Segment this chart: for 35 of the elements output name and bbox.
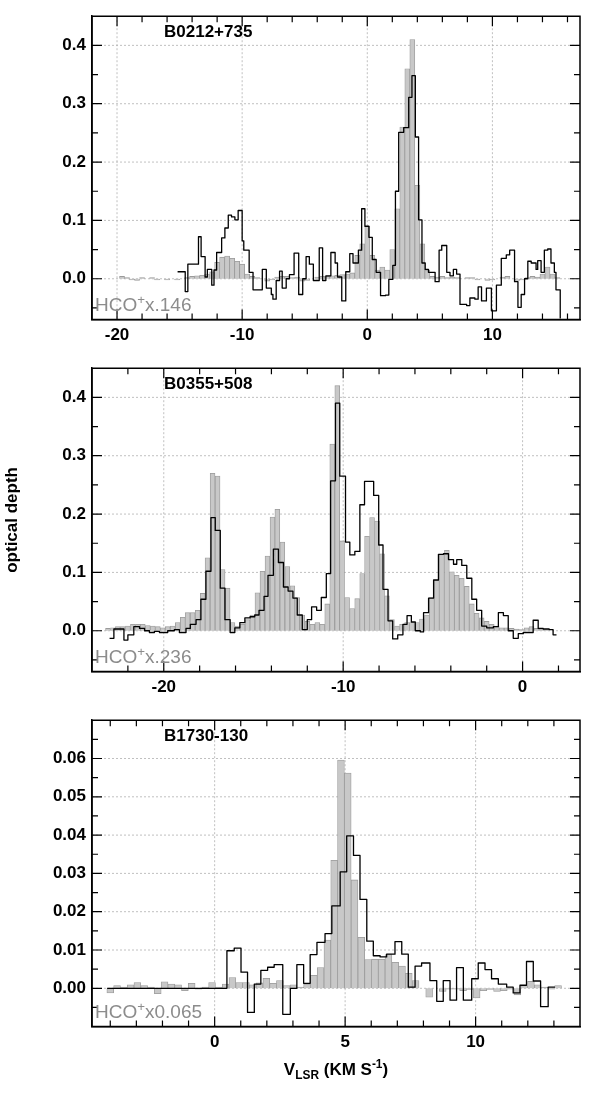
x-tick-label: 10 (482, 325, 502, 345)
x-tick-label: -10 (229, 325, 255, 345)
y-tick-label: 0.01 (52, 939, 86, 959)
chart-title: B0212+735 (164, 22, 253, 43)
x-tick-label: 0 (517, 677, 528, 697)
x-tick-label: 0 (362, 325, 373, 345)
x-tick-label: -10 (330, 677, 356, 697)
x-tick-label: -20 (151, 677, 177, 697)
y-tick-label: 0.0 (62, 620, 86, 640)
y-axis-title: optical depth (1, 467, 21, 573)
x-tick-label: -20 (104, 325, 130, 345)
y-tick-label: 0.3 (62, 445, 86, 465)
y-tick-label: 0.03 (52, 863, 86, 883)
x-tick-label: 0 (209, 1032, 220, 1052)
y-tick-label: 0.2 (62, 503, 86, 523)
y-tick-label: 0.04 (52, 824, 87, 844)
y-tick-label: 0.06 (52, 748, 86, 768)
x-tick-label: 5 (340, 1032, 350, 1052)
chart-title: B1730-130 (164, 726, 249, 747)
y-tick-label: 0.1 (62, 562, 86, 582)
y-tick-label: 0.05 (52, 786, 86, 806)
y-tick-label: 0.3 (62, 93, 86, 113)
annotation: HCO$^{+}$x0.065 (95, 998, 203, 1023)
annotation: HCO$^{+}$x.236 (95, 643, 192, 668)
y-tick-label: 0.02 (52, 901, 86, 921)
y-tick-label: 0.1 (62, 210, 86, 230)
y-tick-label: 0.0 (62, 268, 86, 288)
y-tick-label: 0.4 (62, 35, 87, 55)
annotation: HCO$^{+}$x.146 (95, 291, 192, 316)
y-tick-label: 0.2 (62, 151, 86, 171)
x-axis-title: V$_{LSR}$ (KM S$^{-1}$) (283, 1056, 389, 1082)
x-tick-label: 10 (466, 1032, 486, 1052)
y-tick-label: 0.4 (62, 387, 87, 407)
chart-title: B0355+508 (164, 374, 253, 395)
y-tick-label: 0.00 (52, 977, 86, 997)
